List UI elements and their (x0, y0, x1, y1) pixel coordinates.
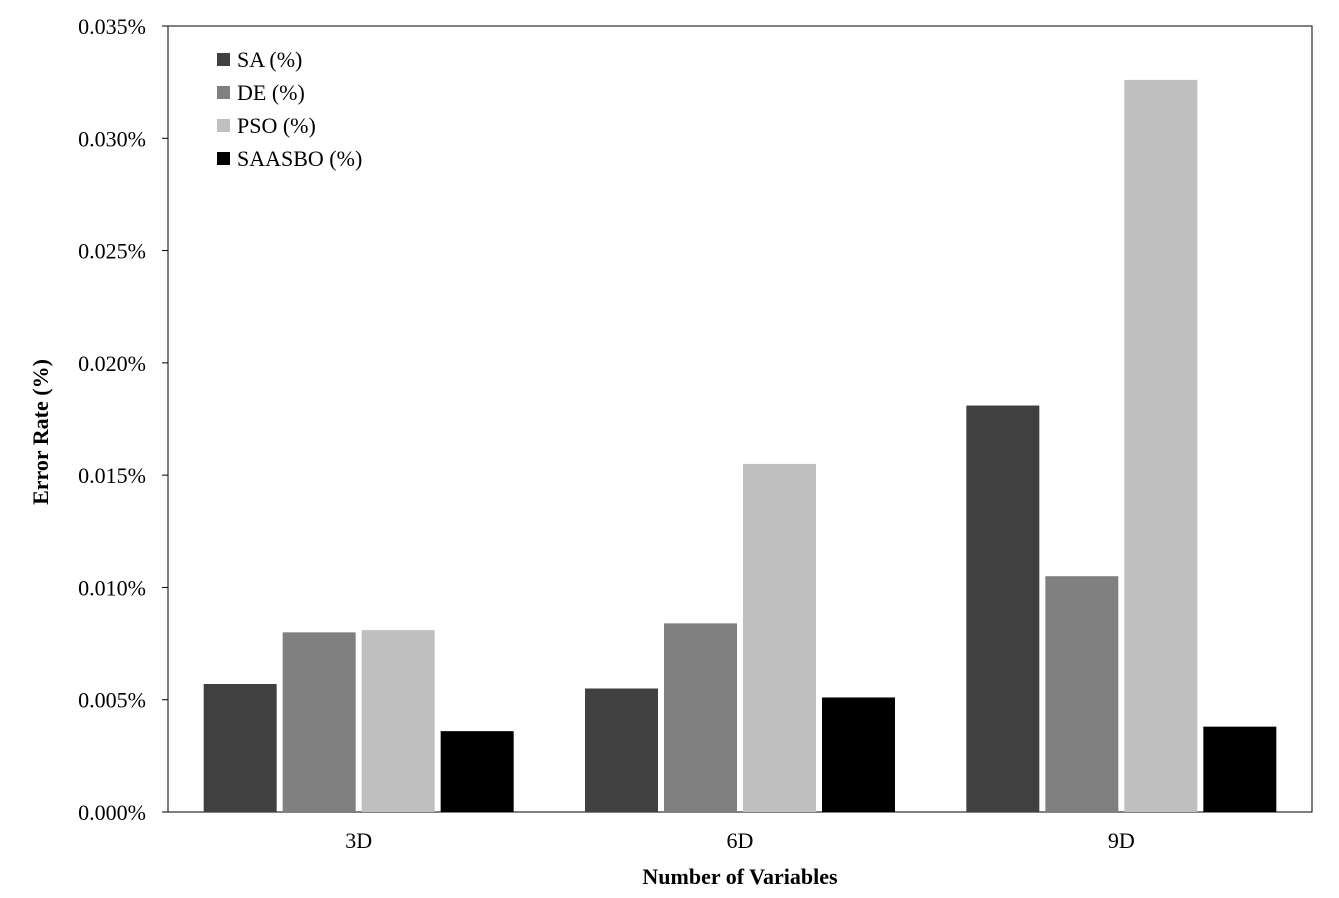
bar-3D-series-3 (440, 731, 514, 812)
legend-swatch (217, 119, 230, 132)
y-axis-ticks: 0.000% 0.005% 0.010% 0.015% 0.020% 0.025% 0.03… (78, 14, 168, 825)
x-axis-title: Number of Variables (642, 864, 838, 889)
bar-3D-series-0 (203, 683, 277, 812)
legend-label: SAASBO (%) (237, 146, 362, 171)
y-tick-label: 0.035% (78, 14, 146, 39)
x-category-label: 9D (1108, 828, 1135, 853)
plot-area (167, 25, 1313, 813)
legend-swatch (217, 86, 230, 99)
legend: SA (%) DE (%) PSO (%) SAASBO (%) (217, 47, 362, 171)
legend-swatch (217, 53, 230, 66)
bar-9D-series-1 (1045, 576, 1119, 812)
bar-9D-series-0 (966, 405, 1040, 812)
legend-label: PSO (%) (237, 113, 316, 138)
y-tick-label: 0.010% (78, 575, 146, 600)
bar-6D-series-0 (585, 688, 658, 812)
x-category-label: 6D (727, 828, 754, 853)
x-category-label: 3D (345, 828, 372, 853)
legend-label: DE (%) (237, 80, 305, 105)
bar-3D-series-2 (361, 630, 435, 812)
legend-swatch (217, 152, 230, 165)
y-tick-label: 0.020% (78, 351, 146, 376)
x-axis-categories: 3D 6D 9D (345, 828, 1135, 853)
y-tick-label: 0.025% (78, 239, 146, 264)
y-tick-label: 0.000% (78, 800, 146, 825)
y-tick-label: 0.030% (78, 126, 146, 151)
y-tick-label: 0.005% (78, 688, 146, 713)
y-tick-label: 0.015% (78, 463, 146, 488)
bar-6D-series-3 (822, 697, 895, 812)
bar-6D-series-2 (743, 463, 816, 812)
bar-9D-series-3 (1203, 726, 1277, 812)
bar-6D-series-1 (664, 623, 737, 812)
y-axis-title: Error Rate (%) (28, 359, 53, 505)
bars-group (203, 79, 1277, 812)
bar-9D-series-2 (1124, 79, 1198, 812)
legend-label: SA (%) (237, 47, 302, 72)
bar-3D-series-1 (282, 632, 356, 812)
